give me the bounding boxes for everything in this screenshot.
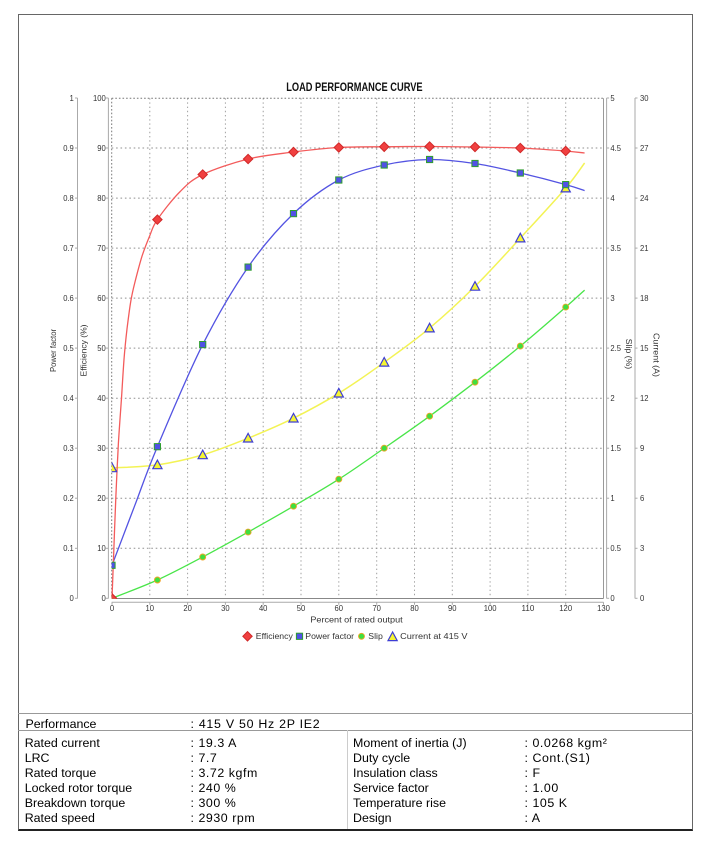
svg-text:Efficiency: Efficiency: [256, 631, 294, 641]
svg-text:40: 40: [97, 393, 106, 403]
svg-text:0: 0: [70, 593, 74, 603]
svg-text:LOAD PERFORMANCE CURVE: LOAD PERFORMANCE CURVE: [286, 82, 422, 94]
svg-text:Slip: Slip: [368, 631, 383, 641]
svg-text:80: 80: [97, 193, 106, 203]
svg-text:80: 80: [410, 603, 419, 613]
svg-text:0: 0: [640, 593, 644, 603]
svg-text:10: 10: [97, 543, 106, 553]
svg-text:Current (A): Current (A): [651, 333, 661, 377]
svg-text:30: 30: [640, 93, 649, 103]
svg-text:1: 1: [610, 493, 614, 503]
svg-text:2.5: 2.5: [610, 343, 621, 353]
svg-text:0.1: 0.1: [63, 543, 74, 553]
svg-text:100: 100: [484, 603, 497, 613]
svg-text:0: 0: [110, 603, 114, 613]
svg-text:3: 3: [610, 293, 614, 303]
svg-text:15: 15: [640, 343, 649, 353]
svg-text:130: 130: [597, 603, 610, 613]
svg-text:18: 18: [640, 293, 649, 303]
svg-text:Percent of rated output: Percent of rated output: [310, 614, 403, 624]
svg-text:30: 30: [97, 443, 106, 453]
svg-text:0.2: 0.2: [63, 493, 74, 503]
svg-text:90: 90: [97, 143, 106, 153]
svg-text:9: 9: [640, 443, 644, 453]
svg-text:Slip (%): Slip (%): [624, 339, 634, 369]
svg-text:3: 3: [640, 543, 644, 553]
svg-text:0.8: 0.8: [63, 193, 74, 203]
svg-text:2: 2: [610, 393, 614, 403]
svg-text:0.6: 0.6: [63, 293, 74, 303]
svg-text:40: 40: [259, 603, 268, 613]
svg-text:60: 60: [97, 293, 106, 303]
svg-text:21: 21: [640, 243, 649, 253]
svg-text:1: 1: [70, 93, 74, 103]
svg-text:60: 60: [335, 603, 344, 613]
svg-text:0.7: 0.7: [63, 243, 74, 253]
svg-text:70: 70: [372, 603, 381, 613]
svg-text:0.5: 0.5: [63, 343, 74, 353]
svg-text:100: 100: [93, 93, 106, 103]
svg-text:0.9: 0.9: [63, 143, 74, 153]
svg-text:Power factor: Power factor: [48, 329, 58, 372]
svg-text:20: 20: [183, 603, 192, 613]
svg-text:0.3: 0.3: [63, 443, 74, 453]
svg-text:5: 5: [610, 93, 614, 103]
svg-text:120: 120: [559, 603, 572, 613]
svg-text:110: 110: [522, 603, 535, 613]
svg-text:24: 24: [640, 193, 649, 203]
svg-text:0.5: 0.5: [610, 543, 621, 553]
svg-text:27: 27: [640, 143, 649, 153]
svg-text:6: 6: [640, 493, 644, 503]
svg-text:3.5: 3.5: [610, 243, 621, 253]
svg-text:90: 90: [448, 603, 457, 613]
svg-text:4: 4: [610, 193, 614, 203]
svg-text:1.5: 1.5: [610, 443, 621, 453]
svg-text:Efficiency (%): Efficiency (%): [79, 324, 89, 376]
svg-text:0: 0: [610, 593, 614, 603]
svg-text:Power factor: Power factor: [305, 631, 354, 641]
svg-text:12: 12: [640, 393, 649, 403]
svg-text:50: 50: [97, 343, 106, 353]
svg-text:10: 10: [146, 603, 155, 613]
svg-text:4.5: 4.5: [610, 143, 621, 153]
svg-text:20: 20: [97, 493, 106, 503]
svg-text:0.4: 0.4: [63, 393, 74, 403]
svg-text:30: 30: [221, 603, 230, 613]
svg-text:Current at 415 V: Current at 415 V: [400, 631, 468, 641]
svg-text:70: 70: [97, 243, 106, 253]
svg-text:0: 0: [102, 593, 106, 603]
svg-text:50: 50: [297, 603, 306, 613]
